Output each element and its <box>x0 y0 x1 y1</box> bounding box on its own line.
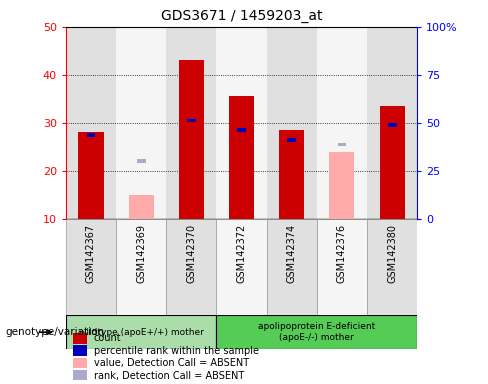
Bar <box>329 152 354 219</box>
Bar <box>317 219 367 315</box>
Text: genotype/variation: genotype/variation <box>5 327 104 337</box>
Bar <box>217 315 417 349</box>
Bar <box>73 358 87 368</box>
Bar <box>73 371 87 381</box>
Text: wildtype (apoE+/+) mother: wildtype (apoE+/+) mother <box>79 328 203 337</box>
Bar <box>388 123 397 127</box>
Bar <box>229 96 254 219</box>
Bar <box>179 60 204 219</box>
Text: GSM142369: GSM142369 <box>136 223 146 283</box>
Bar <box>279 130 305 219</box>
Bar <box>86 133 95 137</box>
Bar <box>73 333 87 344</box>
Bar <box>66 219 116 315</box>
Text: rank, Detection Call = ABSENT: rank, Detection Call = ABSENT <box>94 371 244 381</box>
Text: GSM142376: GSM142376 <box>337 223 347 283</box>
Bar <box>66 27 116 219</box>
Text: apolipoprotein E-deficient
(apoE-/-) mother: apolipoprotein E-deficient (apoE-/-) mot… <box>258 323 375 342</box>
Bar <box>367 27 417 219</box>
Bar <box>317 27 367 219</box>
Bar <box>217 27 266 219</box>
Bar <box>338 142 346 146</box>
Bar <box>166 27 217 219</box>
Bar <box>380 106 405 219</box>
Title: GDS3671 / 1459203_at: GDS3671 / 1459203_at <box>161 9 322 23</box>
Bar <box>129 195 154 219</box>
Bar <box>73 345 87 356</box>
Bar <box>217 219 266 315</box>
Bar <box>116 219 166 315</box>
Text: GSM142372: GSM142372 <box>237 223 246 283</box>
Bar <box>266 219 317 315</box>
Text: GSM142380: GSM142380 <box>387 223 397 283</box>
Bar <box>116 27 166 219</box>
Bar <box>266 27 317 219</box>
Bar <box>137 159 145 163</box>
Text: GSM142374: GSM142374 <box>287 223 297 283</box>
Text: percentile rank within the sample: percentile rank within the sample <box>94 346 259 356</box>
Bar <box>187 119 196 122</box>
Text: value, Detection Call = ABSENT: value, Detection Call = ABSENT <box>94 358 249 368</box>
Bar <box>79 132 103 219</box>
Text: GSM142367: GSM142367 <box>86 223 96 283</box>
Text: GSM142370: GSM142370 <box>186 223 196 283</box>
Text: count: count <box>94 333 122 343</box>
Bar <box>237 128 246 132</box>
Bar <box>66 315 217 349</box>
Bar <box>367 219 417 315</box>
Bar <box>166 219 217 315</box>
Bar <box>287 138 296 142</box>
